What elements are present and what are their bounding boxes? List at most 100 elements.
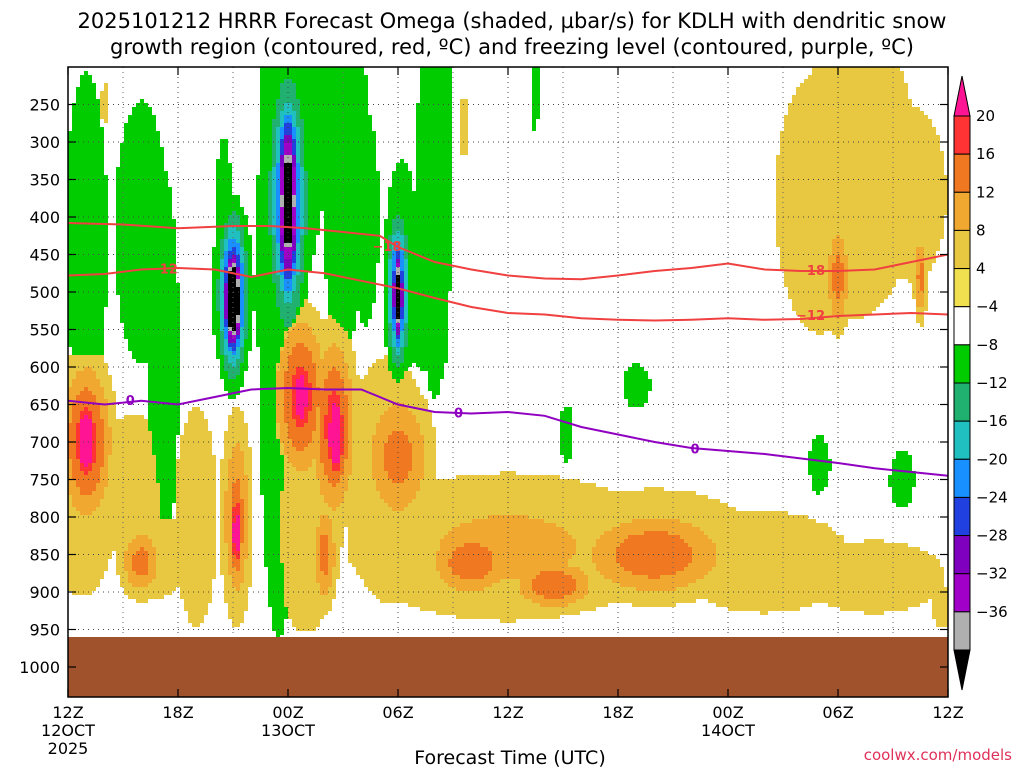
omega-cell xyxy=(260,151,272,155)
omega-cell xyxy=(460,131,468,135)
omega-cell xyxy=(72,499,100,503)
omega-cell xyxy=(180,447,212,451)
omega-cell xyxy=(148,379,180,383)
omega-cell xyxy=(344,447,348,451)
omega-cell xyxy=(400,243,404,247)
omega-cell xyxy=(300,143,304,147)
omega-cell xyxy=(392,223,404,227)
omega-cell xyxy=(304,375,308,379)
omega-cell xyxy=(68,331,104,335)
omega-cell xyxy=(348,475,372,479)
omega-cell xyxy=(260,375,276,379)
omega-cell xyxy=(212,331,220,335)
omega-cell xyxy=(420,479,580,483)
omega-cell xyxy=(384,335,388,339)
omega-cell xyxy=(92,419,104,423)
omega-cell xyxy=(344,379,352,383)
omega-cell xyxy=(816,435,824,439)
omega-cell xyxy=(280,235,284,239)
omega-cell xyxy=(392,219,404,223)
omega-cell xyxy=(260,367,276,371)
omega-cell xyxy=(832,263,844,267)
omega-cell xyxy=(220,371,228,375)
omega-cell xyxy=(388,363,396,367)
omega-cell xyxy=(216,211,232,215)
omega-cell xyxy=(392,179,412,183)
omega-cell xyxy=(560,411,572,415)
omega-cell xyxy=(272,251,276,255)
omega-cell xyxy=(124,135,160,139)
x-tick-label: 12Z xyxy=(492,703,523,722)
omega-cell xyxy=(248,511,252,515)
omega-cell xyxy=(404,335,408,339)
omega-cell xyxy=(100,475,108,479)
omega-cell xyxy=(248,487,252,491)
omega-cell xyxy=(272,227,276,231)
omega-cell xyxy=(292,171,296,175)
omega-cell xyxy=(220,539,224,543)
omega-cell xyxy=(316,363,348,367)
omega-cell xyxy=(460,135,468,139)
omega-cell xyxy=(264,499,280,503)
omega-cell xyxy=(916,267,920,271)
omega-cell xyxy=(292,415,300,419)
omega-cell xyxy=(260,67,364,71)
omega-cell xyxy=(76,375,96,379)
omega-cell xyxy=(68,279,108,283)
omega-cell xyxy=(260,443,280,447)
omega-cell xyxy=(324,227,380,231)
omega-cell xyxy=(280,231,284,235)
omega-cell xyxy=(96,423,104,427)
omega-cell xyxy=(220,543,228,547)
omega-cell xyxy=(108,455,156,459)
omega-cell xyxy=(224,379,244,383)
omega-cell xyxy=(88,415,92,419)
omega-cell xyxy=(220,479,228,483)
omega-cell xyxy=(340,395,348,399)
omega-cell xyxy=(920,323,924,327)
omega-cell xyxy=(408,331,448,335)
omega-cell xyxy=(296,223,300,227)
omega-cell xyxy=(624,379,652,383)
omega-cell xyxy=(256,255,272,259)
omega-cell xyxy=(68,567,108,571)
omega-cell xyxy=(560,423,572,427)
omega-cell xyxy=(280,131,284,135)
omega-cell xyxy=(388,299,392,303)
omega-cell xyxy=(72,591,92,595)
omega-cell xyxy=(68,235,108,239)
omega-cell xyxy=(808,451,828,455)
omega-cell xyxy=(224,455,232,459)
omega-cell xyxy=(392,267,396,271)
omega-cell xyxy=(296,239,300,243)
omega-cell xyxy=(692,547,716,551)
omega-cell xyxy=(296,311,300,315)
omega-cell xyxy=(292,167,296,171)
omega-cell xyxy=(296,199,300,203)
omega-cell xyxy=(284,583,320,587)
omega-cell xyxy=(296,323,308,327)
dendritic-contour-label: −18 xyxy=(373,240,402,255)
omega-cell xyxy=(120,315,180,319)
y-tick-label: 450 xyxy=(29,246,60,265)
omega-cell xyxy=(76,455,80,459)
omega-cell xyxy=(240,507,244,511)
omega-cell xyxy=(300,163,304,167)
omega-cell xyxy=(176,491,216,495)
omega-cell xyxy=(308,231,320,235)
omega-cell xyxy=(232,535,240,539)
omega-cell xyxy=(192,407,200,411)
omega-cell xyxy=(300,307,316,311)
omega-cell xyxy=(232,347,236,351)
omega-cell xyxy=(424,443,436,447)
omega-cell xyxy=(892,471,916,475)
omega-cell xyxy=(220,255,224,259)
omega-cell xyxy=(308,175,380,179)
omega-cell xyxy=(304,123,372,127)
omega-cell xyxy=(564,455,572,459)
omega-cell xyxy=(324,571,328,575)
omega-cell xyxy=(228,543,232,547)
omega-cell xyxy=(304,207,308,211)
omega-cell xyxy=(460,143,468,147)
omega-cell xyxy=(372,439,388,443)
